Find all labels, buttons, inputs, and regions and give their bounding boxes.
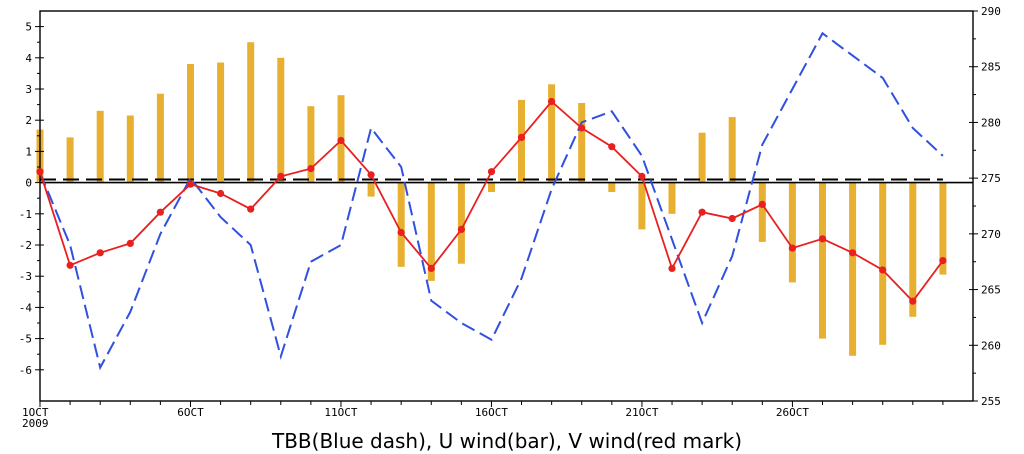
u-wind-bar xyxy=(488,182,495,192)
data-lines xyxy=(36,31,947,371)
v-wind-marker xyxy=(818,235,827,243)
u-wind-bar xyxy=(397,182,405,267)
u-wind-bar xyxy=(698,132,706,183)
u-wind-bar xyxy=(819,182,826,339)
v-wind-marker xyxy=(487,168,496,176)
tbb-line xyxy=(39,31,944,371)
left-tick-label: -2 xyxy=(19,239,32,252)
u-wind-bar xyxy=(578,103,586,183)
x-tick-label: 26OCT xyxy=(776,406,809,419)
left-tick-label: 1 xyxy=(25,145,32,158)
left-tick-label: 4 xyxy=(25,52,32,65)
u-wind-bar xyxy=(788,182,796,283)
left-tick-label: -6 xyxy=(19,364,32,377)
left-tick-label: 2 xyxy=(25,114,32,127)
u-wind-bar xyxy=(457,182,465,264)
u-wind-bar xyxy=(187,64,194,183)
v-wind-marker xyxy=(758,200,766,208)
right-tick-label: 255 xyxy=(981,395,1001,408)
v-wind-marker xyxy=(247,205,255,213)
v-wind-marker xyxy=(397,228,405,237)
u-wind-bar xyxy=(156,93,164,183)
tick-labels: -6 -5 -4 -3 -2 -1 0 1 2 3 4 5 255 260 265 270 275 280 285 2… xyxy=(19,5,1001,430)
v-wind-marker xyxy=(156,208,164,216)
left-tick-label: -1 xyxy=(19,208,32,221)
u-wind-bar xyxy=(518,99,525,183)
right-tick-label: 290 xyxy=(981,5,1001,18)
v-wind-marker xyxy=(427,264,435,272)
v-wind-marker xyxy=(698,208,706,216)
right-tick-label: 280 xyxy=(981,116,1001,129)
left-tick-label: 3 xyxy=(25,83,32,96)
v-wind-marker xyxy=(849,249,857,257)
v-wind-marker xyxy=(939,257,947,265)
u-wind-bar xyxy=(96,110,104,183)
v-wind-marker xyxy=(638,172,646,180)
u-wind-bar xyxy=(277,57,285,183)
u-wind-bars xyxy=(36,42,947,356)
left-tick-label: 5 xyxy=(25,21,32,34)
x-tick-label: 21OCT xyxy=(625,406,658,419)
x-tick-label: 1OCT xyxy=(22,406,49,419)
u-wind-bar xyxy=(939,182,947,275)
right-tick-label: 270 xyxy=(981,228,1001,241)
v-wind-marker xyxy=(517,133,526,141)
u-wind-bar xyxy=(247,42,255,183)
v-wind-marker xyxy=(728,214,736,223)
x-tick-label: 11OCT xyxy=(324,406,357,419)
v-wind-marker xyxy=(578,124,586,132)
x-axis-label: TBB(Blue dash), U wind(bar), V wind(red … xyxy=(271,429,742,453)
u-wind-bar xyxy=(608,182,616,192)
u-wind-bar xyxy=(668,182,676,214)
u-wind-bar xyxy=(217,62,225,183)
right-tick-label: 260 xyxy=(981,339,1001,352)
u-wind-bar xyxy=(126,115,134,183)
v-wind-marker xyxy=(36,168,44,176)
v-wind-marker xyxy=(457,225,465,233)
v-wind-marker xyxy=(548,97,556,106)
x-year-label: 2009 xyxy=(22,417,49,430)
right-tick-label: 275 xyxy=(981,172,1001,185)
v-wind-marker xyxy=(788,244,797,252)
v-wind-line xyxy=(39,100,944,303)
right-tick-label: 265 xyxy=(981,284,1001,297)
right-tick-label: 285 xyxy=(981,61,1001,74)
v-wind-marker xyxy=(909,297,917,305)
plot-frame xyxy=(39,10,974,402)
v-wind-marker xyxy=(96,249,104,257)
u-wind-bar xyxy=(367,182,375,197)
v-wind-marker xyxy=(608,143,616,151)
left-tick-label: -3 xyxy=(19,270,32,283)
v-wind-marker xyxy=(217,189,225,198)
u-wind-bar xyxy=(758,182,766,242)
u-wind-bar xyxy=(879,182,887,345)
u-wind-bar xyxy=(909,182,917,317)
v-wind-marker xyxy=(126,239,134,247)
x-tick-label: 6OCT xyxy=(177,406,204,419)
left-tick-label: -4 xyxy=(19,301,33,314)
left-tick-label: 0 xyxy=(25,177,32,190)
u-wind-bar xyxy=(728,117,736,183)
v-wind-marker xyxy=(367,171,375,179)
u-wind-bar xyxy=(638,182,646,230)
x-tick-label: 16OCT xyxy=(475,406,508,419)
axes xyxy=(35,10,978,407)
v-wind-marker xyxy=(186,180,195,188)
v-wind-marker xyxy=(668,264,676,272)
v-wind-marker xyxy=(337,136,345,145)
v-wind-marker xyxy=(879,266,887,274)
left-tick-label: -5 xyxy=(19,333,32,346)
u-wind-bar xyxy=(849,182,857,356)
v-wind-marker xyxy=(277,172,285,180)
u-wind-bar xyxy=(548,84,556,183)
u-wind-bar xyxy=(66,137,74,183)
v-wind-marker xyxy=(66,261,74,269)
v-wind-marker xyxy=(307,165,315,173)
u-wind-bar xyxy=(427,182,435,281)
u-wind-bar xyxy=(307,106,315,183)
